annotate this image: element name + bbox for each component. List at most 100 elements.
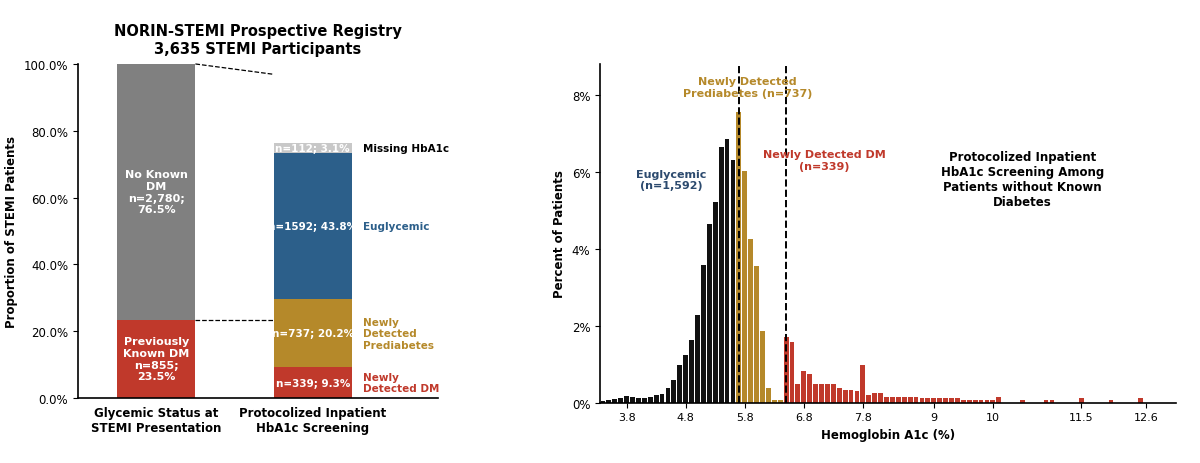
Text: n=112; 3.1%: n=112; 3.1% xyxy=(276,144,350,154)
Bar xyxy=(884,397,889,403)
Bar xyxy=(725,140,730,403)
Bar xyxy=(683,355,688,403)
Bar xyxy=(814,384,818,403)
Text: n=339; 9.3%: n=339; 9.3% xyxy=(276,378,350,388)
Bar xyxy=(689,341,694,403)
Bar xyxy=(612,400,617,403)
Bar xyxy=(808,375,812,403)
Bar xyxy=(672,381,677,403)
Bar xyxy=(961,400,966,403)
Bar xyxy=(931,399,936,403)
Bar xyxy=(677,366,682,403)
Bar xyxy=(719,147,724,403)
Bar xyxy=(695,316,700,403)
Text: No Known
DM
n=2,780;
76.5%: No Known DM n=2,780; 76.5% xyxy=(125,170,187,215)
Bar xyxy=(1050,400,1055,403)
Bar xyxy=(274,300,352,367)
Bar xyxy=(630,397,635,403)
Bar xyxy=(731,161,736,403)
Bar xyxy=(836,388,841,403)
Bar xyxy=(802,371,806,403)
Bar xyxy=(1138,399,1142,403)
Bar xyxy=(118,320,196,398)
Bar xyxy=(772,400,776,403)
Bar xyxy=(589,401,594,403)
Bar xyxy=(1079,399,1084,403)
Bar xyxy=(866,395,871,403)
Bar xyxy=(606,400,611,403)
Bar xyxy=(854,391,859,403)
Bar xyxy=(979,400,984,403)
Bar xyxy=(766,388,770,403)
Bar xyxy=(648,397,653,403)
Bar xyxy=(842,390,847,403)
Bar xyxy=(860,365,865,403)
Bar xyxy=(778,400,782,403)
Bar xyxy=(743,172,748,403)
Bar xyxy=(749,239,754,403)
Bar xyxy=(790,343,794,403)
Title: NORIN-STEMI Prospective Registry
3,635 STEMI Participants: NORIN-STEMI Prospective Registry 3,635 S… xyxy=(114,25,402,57)
Bar xyxy=(967,400,972,403)
Bar xyxy=(701,266,706,403)
Bar xyxy=(784,337,788,403)
Bar xyxy=(872,393,877,403)
Y-axis label: Percent of Patients: Percent of Patients xyxy=(553,170,566,298)
Bar xyxy=(820,384,824,403)
Bar xyxy=(830,384,835,403)
Bar xyxy=(274,144,352,154)
Text: Newly
Detected
Prediabetes: Newly Detected Prediabetes xyxy=(362,317,434,350)
Text: Previously
Known DM
n=855;
23.5%: Previously Known DM n=855; 23.5% xyxy=(124,337,190,382)
Bar xyxy=(118,65,196,320)
Bar xyxy=(907,397,912,403)
Bar xyxy=(666,388,671,403)
Bar xyxy=(654,395,659,403)
Bar xyxy=(996,397,1001,403)
Bar xyxy=(618,398,623,403)
Bar xyxy=(937,399,942,403)
Bar xyxy=(984,400,989,403)
Bar xyxy=(848,390,853,403)
Bar xyxy=(796,384,800,403)
Bar xyxy=(274,367,352,398)
Bar xyxy=(955,399,960,403)
Text: Euglycemic
(n=1,592): Euglycemic (n=1,592) xyxy=(636,169,706,191)
Bar xyxy=(913,397,918,403)
Bar xyxy=(274,154,352,300)
Bar xyxy=(1020,400,1025,403)
Bar xyxy=(713,203,718,403)
Text: Euglycemic: Euglycemic xyxy=(362,222,430,232)
Bar xyxy=(642,398,647,403)
Bar xyxy=(737,113,742,403)
Bar xyxy=(826,384,830,403)
Bar xyxy=(973,400,978,403)
Text: n=737; 20.2%: n=737; 20.2% xyxy=(271,329,354,338)
Bar xyxy=(754,267,758,403)
Text: Protocolized Inpatient
HbA1c Screening Among
Patients without Known
Diabetes: Protocolized Inpatient HbA1c Screening A… xyxy=(941,151,1104,209)
Bar xyxy=(624,396,629,403)
Bar xyxy=(990,400,995,403)
Bar xyxy=(949,399,954,403)
Text: Newly Detected DM
(n=339): Newly Detected DM (n=339) xyxy=(763,150,886,172)
Bar xyxy=(890,397,895,403)
Bar xyxy=(600,401,605,403)
Bar xyxy=(583,401,588,403)
Text: Newly
Detected DM: Newly Detected DM xyxy=(362,372,439,394)
Bar xyxy=(1109,400,1114,403)
Bar xyxy=(943,399,948,403)
Bar xyxy=(636,399,641,403)
Text: Newly Detected
Prediabetes (n=737): Newly Detected Prediabetes (n=737) xyxy=(683,77,812,99)
Bar xyxy=(896,397,901,403)
Bar xyxy=(919,399,924,403)
Text: n=1592; 43.8%: n=1592; 43.8% xyxy=(269,222,358,232)
Bar xyxy=(902,397,907,403)
Bar xyxy=(878,393,883,403)
X-axis label: Hemoglobin A1c (%): Hemoglobin A1c (%) xyxy=(821,428,955,441)
Y-axis label: Proportion of STEMI Patients: Proportion of STEMI Patients xyxy=(5,136,18,327)
Bar xyxy=(1044,400,1049,403)
Text: Missing HbA1c: Missing HbA1c xyxy=(362,144,449,154)
Bar xyxy=(707,224,712,403)
Bar xyxy=(925,399,930,403)
Bar xyxy=(660,394,665,403)
Bar xyxy=(760,332,764,403)
